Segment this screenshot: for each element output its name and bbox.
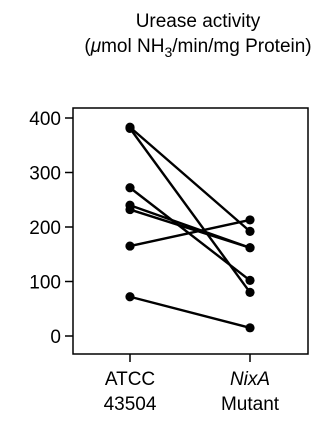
data-point xyxy=(125,241,135,251)
data-point xyxy=(245,215,255,225)
series-points xyxy=(125,122,255,333)
title-units-end: /min/mg Protein) xyxy=(172,36,311,57)
chart-title-line2: (μmol NH3/min/mg Protein) xyxy=(84,36,311,60)
y-tick-label: 100 xyxy=(29,273,61,294)
series-line-5 xyxy=(129,208,251,249)
data-point xyxy=(125,292,135,302)
series-line-1 xyxy=(129,126,251,233)
series-lines xyxy=(129,126,251,329)
data-point xyxy=(125,204,135,215)
x-category-label-line1: NixA xyxy=(230,369,270,390)
data-point xyxy=(245,275,255,286)
y-tick-label: 300 xyxy=(29,164,61,185)
data-point xyxy=(245,323,255,333)
x-category-label-line1: ATCC xyxy=(105,369,155,390)
y-axis: 0 100 200 300 400 xyxy=(29,109,73,348)
data-point xyxy=(125,183,135,193)
title-mu: μ xyxy=(90,36,102,57)
data-point xyxy=(245,226,255,236)
plot-frame xyxy=(72,107,309,355)
title-paren-open: ( xyxy=(84,36,91,57)
title-units-mid: mol NH xyxy=(101,36,164,57)
data-point xyxy=(125,123,135,133)
y-tick-label: 400 xyxy=(29,109,61,130)
x-axis: ATCC 43504 NixA Mutant xyxy=(104,354,280,415)
data-point xyxy=(245,243,255,253)
y-tick-label: 0 xyxy=(50,327,61,348)
series-line-7 xyxy=(129,295,251,329)
chart-title-line1: Urease activity xyxy=(136,11,261,32)
x-category-label-line2: Mutant xyxy=(221,394,280,415)
series-line-6 xyxy=(129,218,251,248)
x-category-label-line2: 43504 xyxy=(104,394,157,415)
title-subscript: 3 xyxy=(164,44,172,60)
y-tick-label: 200 xyxy=(29,218,61,239)
data-point xyxy=(245,287,255,297)
